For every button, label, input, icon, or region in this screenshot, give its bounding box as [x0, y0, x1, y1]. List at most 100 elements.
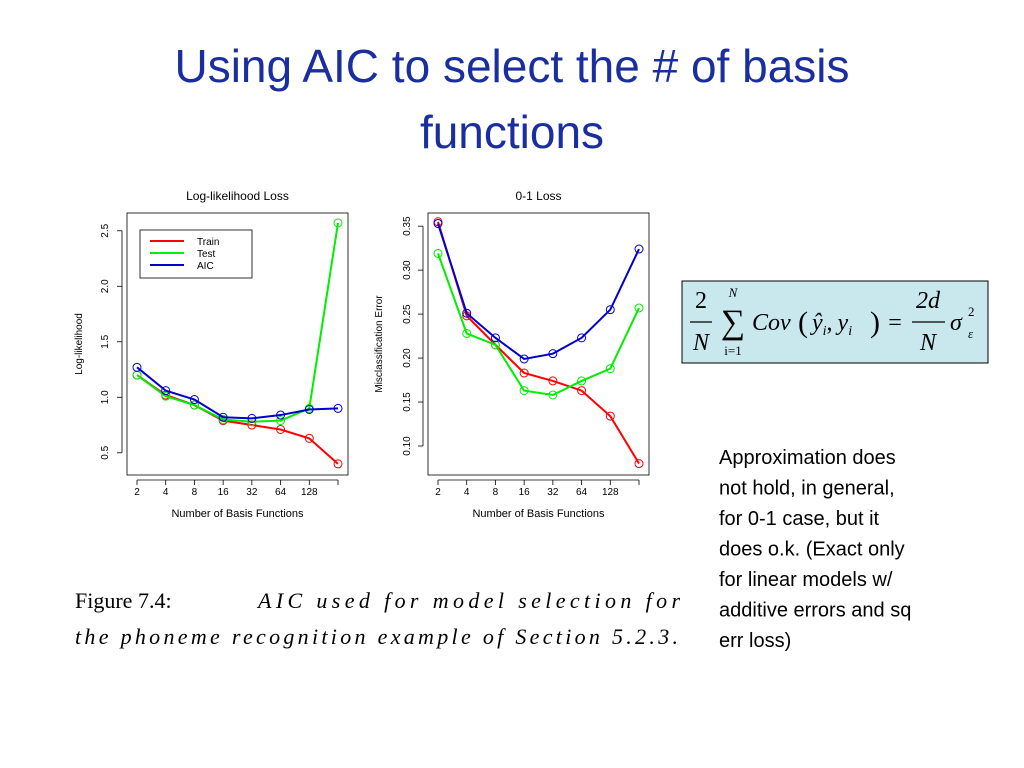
data-point [247, 413, 257, 423]
formula-text: 2 [695, 288, 707, 314]
x-axis-title: Number of Basis Functions [472, 508, 605, 520]
data-point [490, 333, 500, 343]
data-point [462, 328, 472, 338]
data-point [490, 340, 500, 350]
data-point [276, 424, 286, 434]
data-point [218, 412, 228, 422]
caption-label: Figure 7.4: [75, 588, 172, 613]
formula-text: 2 [968, 304, 975, 319]
series-line [136, 366, 339, 420]
x-tick-label: 128 [301, 487, 318, 498]
data-point [333, 218, 343, 228]
data-point [161, 386, 171, 396]
data-point [605, 364, 615, 374]
legend-label: AIC [197, 261, 214, 272]
formula-text: σ [950, 310, 963, 336]
formula-text: N [919, 330, 938, 356]
data-point [634, 244, 644, 254]
series-line [437, 223, 640, 361]
x-tick-label: 16 [218, 487, 230, 498]
y-tick-label: 1.5 [100, 334, 111, 348]
data-point [333, 403, 343, 413]
legend-label: Train [197, 237, 219, 248]
formula-text: ŷi, yi [810, 310, 852, 339]
formula-text: N [692, 330, 711, 356]
formula-text: 2d [916, 288, 941, 314]
slide-title: Using AIC to select the # of basis [174, 40, 849, 92]
data-point [132, 362, 142, 372]
plot-frame [126, 212, 349, 476]
data-point [276, 416, 286, 426]
formula: 2 N N ∑ i=1 Cov ( ŷi, yi ) = 2d N σ 2 ε [681, 280, 989, 364]
data-point [433, 248, 443, 258]
formula-text: ŷ [810, 310, 823, 336]
x-axis-title: Number of Basis Functions [171, 508, 304, 520]
y-tick-label: 1.0 [100, 390, 111, 404]
note: Approximation does not hold, in general, f… [719, 447, 911, 652]
data-point [433, 219, 443, 229]
formula-text: ) [870, 306, 880, 339]
y-tick-label: 2.0 [100, 279, 111, 293]
data-point [548, 349, 558, 359]
formula-text: ∑ [721, 304, 745, 341]
note-line: does o.k. (Exact only [719, 539, 905, 561]
chart-title: Log-likelihood Loss [186, 189, 289, 203]
note-line: err loss) [719, 630, 791, 652]
data-point [577, 386, 587, 396]
data-point [605, 411, 615, 421]
y-tick-label: 0.25 [402, 304, 413, 324]
x-tick-label: 64 [275, 487, 287, 498]
data-point [577, 376, 587, 386]
formula-text: i [823, 324, 827, 339]
data-point [304, 405, 314, 414]
x-tick-label: 4 [163, 487, 169, 498]
data-point [605, 305, 615, 315]
formula-text: ( [798, 306, 808, 339]
data-point [189, 400, 199, 410]
plot-frame [427, 212, 650, 476]
note-line: for 0-1 case, but it [719, 508, 880, 530]
note-line: not hold, in general, [719, 478, 895, 500]
y-tick-label: 0.10 [402, 436, 413, 456]
chart-title: 0-1 Loss [515, 189, 561, 203]
note-line: Approximation does [719, 447, 896, 469]
data-point [519, 386, 529, 396]
data-point [548, 390, 558, 400]
legend-label: Test [197, 249, 216, 260]
formula-text: y [836, 310, 849, 336]
note-line: additive errors and sq [719, 600, 911, 622]
data-point [548, 376, 558, 386]
formula-text: i [848, 324, 852, 339]
y-tick-label: 2.5 [100, 223, 111, 237]
formula-text: N [728, 285, 739, 300]
x-tick-label: 32 [246, 487, 258, 498]
note-line: for linear models w/ [719, 569, 893, 591]
x-tick-label: 64 [576, 487, 588, 498]
data-point [462, 308, 472, 318]
x-tick-label: 16 [519, 487, 531, 498]
y-axis-title: Misclassification Error [374, 295, 385, 393]
formula-text: i=1 [724, 343, 741, 358]
data-point [634, 303, 644, 313]
data-point [218, 414, 228, 424]
y-axis-title: Log-likelihood [74, 313, 85, 375]
x-tick-label: 4 [464, 487, 470, 498]
caption-text: AIC used for model selection for [256, 588, 680, 613]
data-point [304, 433, 314, 443]
slide-title: functions [420, 106, 604, 158]
x-tick-label: 8 [192, 487, 198, 498]
y-tick-label: 0.35 [402, 216, 413, 236]
charts: Log-likelihood Loss Number of Basis Funct… [74, 189, 650, 520]
data-point [189, 395, 199, 405]
data-point [577, 333, 587, 343]
y-tick-label: 0.30 [402, 260, 413, 280]
x-tick-label: 2 [435, 487, 441, 498]
x-tick-label: 2 [134, 487, 140, 498]
data-point [519, 354, 529, 364]
data-point [161, 391, 171, 401]
data-point [333, 459, 343, 469]
x-tick-label: 128 [602, 487, 619, 498]
x-tick-label: 32 [547, 487, 559, 498]
